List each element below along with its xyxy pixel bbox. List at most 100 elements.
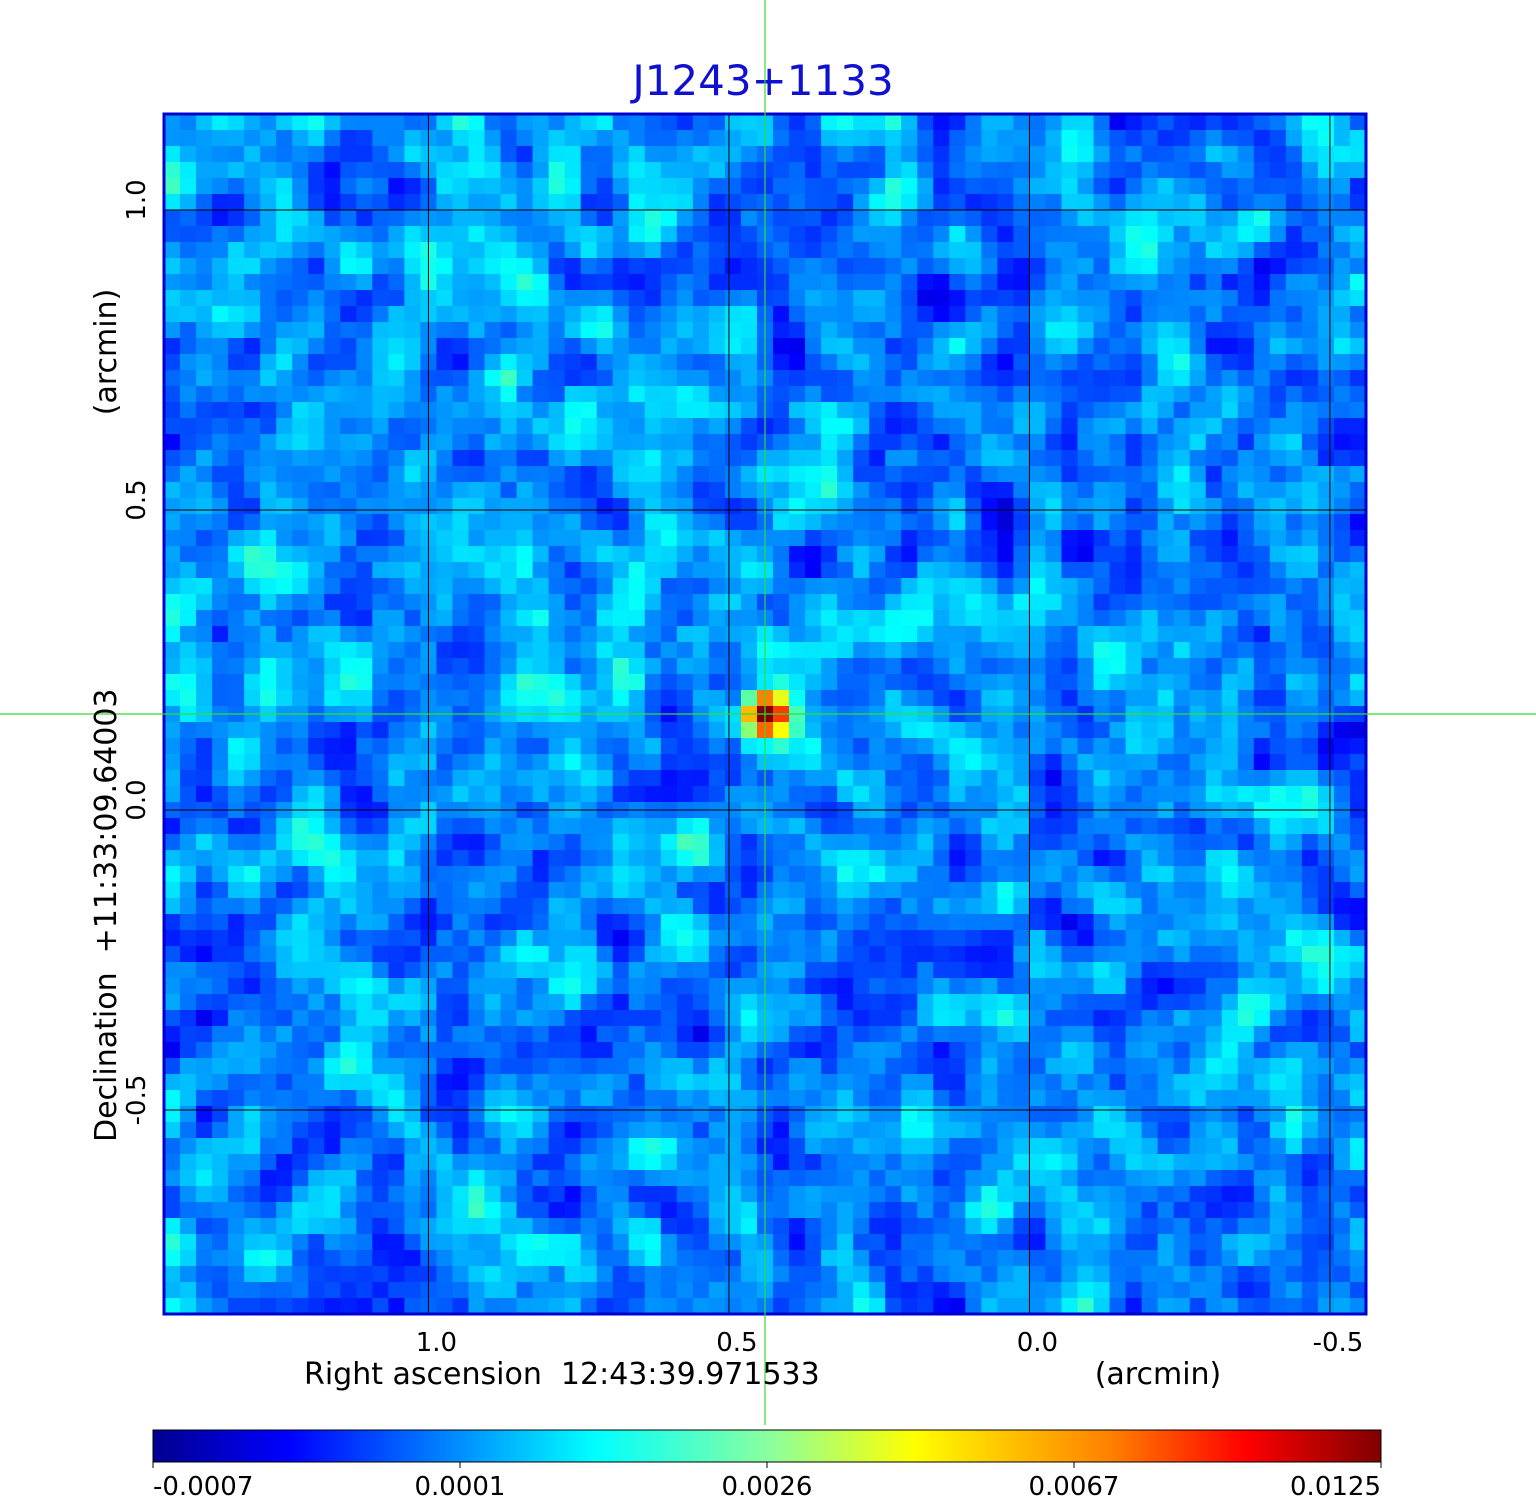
heatmap-cell [180, 610, 197, 627]
heatmap-cell [452, 386, 470, 403]
heatmap-cell [452, 770, 470, 787]
heatmap-cell [789, 1074, 806, 1091]
heatmap-cell [1237, 354, 1255, 371]
heatmap-cell [468, 322, 486, 339]
heatmap-cell [596, 898, 614, 915]
heatmap-cell [1333, 258, 1351, 275]
heatmap-cell [901, 978, 918, 995]
heatmap-cell [773, 1074, 790, 1091]
heatmap-cell [1125, 290, 1143, 307]
heatmap-cell [821, 1138, 838, 1155]
heatmap-cell [468, 1106, 486, 1123]
heatmap-cell [452, 162, 470, 179]
heatmap-cell [324, 962, 341, 979]
heatmap-cell [708, 786, 726, 803]
heatmap-cell [949, 242, 966, 259]
heatmap-cell [1093, 962, 1111, 979]
heatmap-cell [596, 690, 614, 707]
heatmap-cell [1349, 754, 1367, 771]
heatmap-cell [660, 1042, 678, 1059]
heatmap-cell [500, 1090, 518, 1107]
heatmap-cell [869, 1122, 886, 1139]
heatmap-cell [564, 354, 582, 371]
heatmap-cell [1157, 1042, 1175, 1059]
heatmap-cell [692, 194, 710, 211]
heatmap-cell [196, 1154, 213, 1171]
heatmap-cell [580, 1042, 598, 1059]
heatmap-cell [372, 1010, 389, 1027]
heatmap-cell [1253, 1058, 1271, 1075]
heatmap-cell [869, 994, 886, 1011]
heatmap-cell [548, 754, 566, 771]
heatmap-cell [1253, 306, 1271, 323]
heatmap-cell [388, 162, 405, 179]
heatmap-cell [1189, 578, 1207, 595]
heatmap-cell [404, 674, 422, 691]
heatmap-cell [372, 178, 389, 195]
heatmap-cell [740, 626, 758, 643]
heatmap-cell [228, 978, 245, 995]
heatmap-cell [740, 1170, 758, 1187]
heatmap-cell [356, 946, 373, 963]
heatmap-cell [340, 258, 357, 275]
heatmap-cell [837, 1042, 854, 1059]
heatmap-cell [372, 1122, 389, 1139]
heatmap-cell [244, 1074, 261, 1091]
heatmap-cell [724, 1074, 742, 1091]
heatmap-cell [885, 930, 902, 947]
heatmap-cell [340, 386, 357, 403]
heatmap-cell [628, 210, 646, 227]
heatmap-cell [740, 1090, 758, 1107]
heatmap-cell [1013, 130, 1031, 147]
heatmap-cell [853, 642, 870, 659]
heatmap-cell [692, 610, 710, 627]
heatmap-cell [484, 258, 502, 275]
heatmap-cell [1093, 210, 1111, 227]
heatmap-cell [1253, 1074, 1271, 1091]
heatmap-cell [1157, 370, 1175, 387]
heatmap-cell [708, 1138, 726, 1155]
heatmap-cell [324, 946, 341, 963]
heatmap-cell [180, 1106, 197, 1123]
heatmap-cell [164, 1026, 181, 1043]
heatmap-cell [1269, 562, 1287, 579]
heatmap-cell [564, 338, 582, 355]
heatmap-cell [692, 850, 710, 867]
heatmap-cell [580, 322, 598, 339]
heatmap-cell [340, 498, 357, 515]
heatmap-cell [292, 1058, 309, 1075]
heatmap-cell [805, 306, 822, 323]
heatmap-cell [1077, 818, 1095, 835]
heatmap-cell [740, 978, 758, 995]
heatmap-cell [773, 946, 790, 963]
heatmap-cell [1317, 402, 1335, 419]
heatmap-cell [1141, 146, 1159, 163]
heatmap-cell [1045, 834, 1063, 851]
heatmap-cell [901, 866, 918, 883]
heatmap-cell [164, 498, 181, 515]
heatmap-cell [452, 194, 470, 211]
heatmap-cell [548, 226, 566, 243]
heatmap-cell [532, 930, 550, 947]
heatmap-cell [997, 242, 1015, 259]
heatmap-cell [1285, 946, 1303, 963]
heatmap-cell [692, 626, 710, 643]
heatmap-cell [532, 1058, 550, 1075]
heatmap-cell [660, 930, 678, 947]
heatmap-cell [805, 930, 822, 947]
heatmap-cell [228, 610, 245, 627]
heatmap-cell [404, 930, 422, 947]
heatmap-cell [1269, 994, 1287, 1011]
heatmap-cell [1205, 1026, 1223, 1043]
heatmap-cell [308, 354, 325, 371]
heatmap-cell [708, 1010, 726, 1027]
heatmap-cell [548, 850, 566, 867]
heatmap-cell [1045, 194, 1063, 211]
heatmap-cell [1061, 1122, 1079, 1139]
heatmap-cell [1237, 114, 1255, 131]
heatmap-cell [1061, 594, 1079, 611]
heatmap-cell [724, 162, 742, 179]
heatmap-cell [388, 914, 405, 931]
heatmap-cell [244, 1138, 261, 1155]
heatmap-cell [997, 466, 1015, 483]
